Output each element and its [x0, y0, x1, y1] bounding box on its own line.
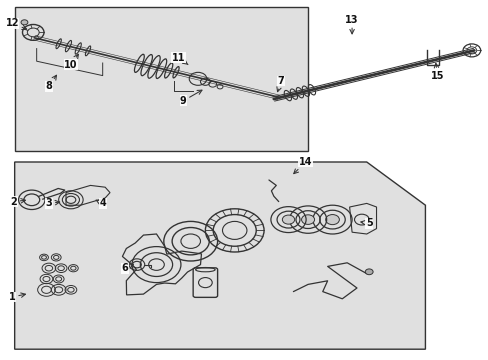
Circle shape — [301, 215, 314, 224]
Text: 6: 6 — [121, 263, 133, 273]
Circle shape — [282, 215, 294, 224]
Circle shape — [325, 215, 339, 225]
Polygon shape — [15, 7, 307, 151]
Polygon shape — [15, 162, 425, 349]
Text: 3: 3 — [45, 198, 60, 208]
Text: 7: 7 — [276, 76, 284, 92]
Text: 10: 10 — [64, 54, 78, 70]
Text: 5: 5 — [360, 218, 372, 228]
Circle shape — [21, 20, 28, 25]
Text: 14: 14 — [293, 157, 312, 174]
Text: 4: 4 — [96, 198, 106, 208]
Text: 9: 9 — [180, 90, 202, 106]
Text: 15: 15 — [430, 63, 444, 81]
Text: 12: 12 — [5, 18, 27, 30]
Text: 11: 11 — [171, 53, 187, 64]
Text: 1: 1 — [9, 292, 25, 302]
Text: 8: 8 — [45, 75, 56, 91]
Circle shape — [365, 269, 372, 275]
Text: 13: 13 — [345, 15, 358, 34]
Text: 2: 2 — [10, 197, 25, 207]
